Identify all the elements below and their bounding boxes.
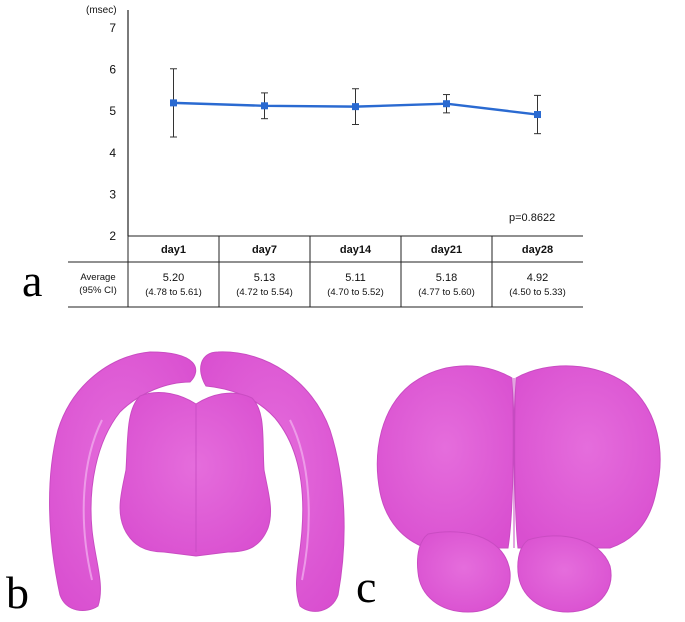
x-category-label: day1 — [161, 244, 186, 256]
data-point — [443, 100, 450, 108]
x-category-label: day7 — [252, 244, 277, 256]
x-category-label: day21 — [431, 244, 462, 256]
brain-section-c — [376, 365, 661, 613]
panel-letter-a: a — [22, 255, 42, 306]
table-average-value: 5.11 — [345, 272, 366, 284]
data-point — [534, 111, 541, 119]
central-thalamus — [119, 392, 271, 557]
y-tick-label: 2 — [109, 229, 116, 243]
table-ci-value: (4.77 to 5.60) — [418, 287, 475, 298]
p-value-annotation: p=0.8622 — [509, 212, 555, 224]
chart-plot-area: (msec) 2 3 4 5 6 7 p=0.8622 — [86, 5, 555, 243]
data-points — [170, 99, 541, 119]
data-point — [261, 102, 268, 110]
y-tick-label: 4 — [109, 146, 116, 160]
y-tick-label: 5 — [109, 104, 116, 118]
right-lower-lobe — [517, 535, 612, 613]
panel-letter-b: b — [6, 567, 29, 618]
right-cortical-arc — [200, 351, 345, 612]
table-row-label-line2: (95% CI) — [79, 285, 116, 296]
data-table: day1 5.20 (4.78 to 5.61) day7 5.13 (4.72 to 5… — [68, 235, 583, 308]
x-category-label: day28 — [522, 244, 553, 256]
error-bars — [170, 68, 541, 138]
hippocampal-bands-b — [82, 404, 310, 581]
right-hemisphere — [514, 365, 661, 549]
table-average-value: 5.13 — [254, 272, 275, 284]
y-tick-label: 7 — [109, 21, 116, 35]
table-row-label-line1: Average — [80, 272, 115, 283]
panel-letter-c: c — [356, 561, 376, 612]
panel-c: c — [356, 365, 661, 613]
table-columns: day1 5.20 (4.78 to 5.61) day7 5.13 (4.72 to 5… — [145, 236, 566, 307]
panel-b: b — [6, 351, 345, 618]
x-category-label: day14 — [340, 244, 372, 256]
panel-a: (msec) 2 3 4 5 6 7 p=0.8622 day1 5.20 (4.78 to … — [22, 5, 583, 308]
left-lower-lobe — [417, 531, 511, 613]
table-average-value: 5.18 — [436, 272, 457, 284]
table-ci-value: (4.78 to 5.61) — [145, 287, 202, 298]
y-axis-unit-label: (msec) — [86, 5, 117, 16]
table-average-value: 5.20 — [163, 272, 184, 284]
table-ci-value: (4.50 to 5.33) — [509, 287, 566, 298]
y-tick-label: 6 — [109, 63, 116, 77]
table-ci-value: (4.72 to 5.54) — [236, 287, 293, 298]
left-hemisphere — [376, 365, 514, 549]
y-tick-labels: 2 3 4 5 6 7 — [109, 21, 116, 243]
table-ci-value: (4.70 to 5.52) — [327, 287, 384, 298]
data-point — [352, 103, 359, 111]
brain-section-b — [49, 351, 345, 612]
y-tick-label: 3 — [109, 187, 116, 201]
table-average-value: 4.92 — [527, 272, 548, 284]
data-point — [170, 99, 177, 107]
